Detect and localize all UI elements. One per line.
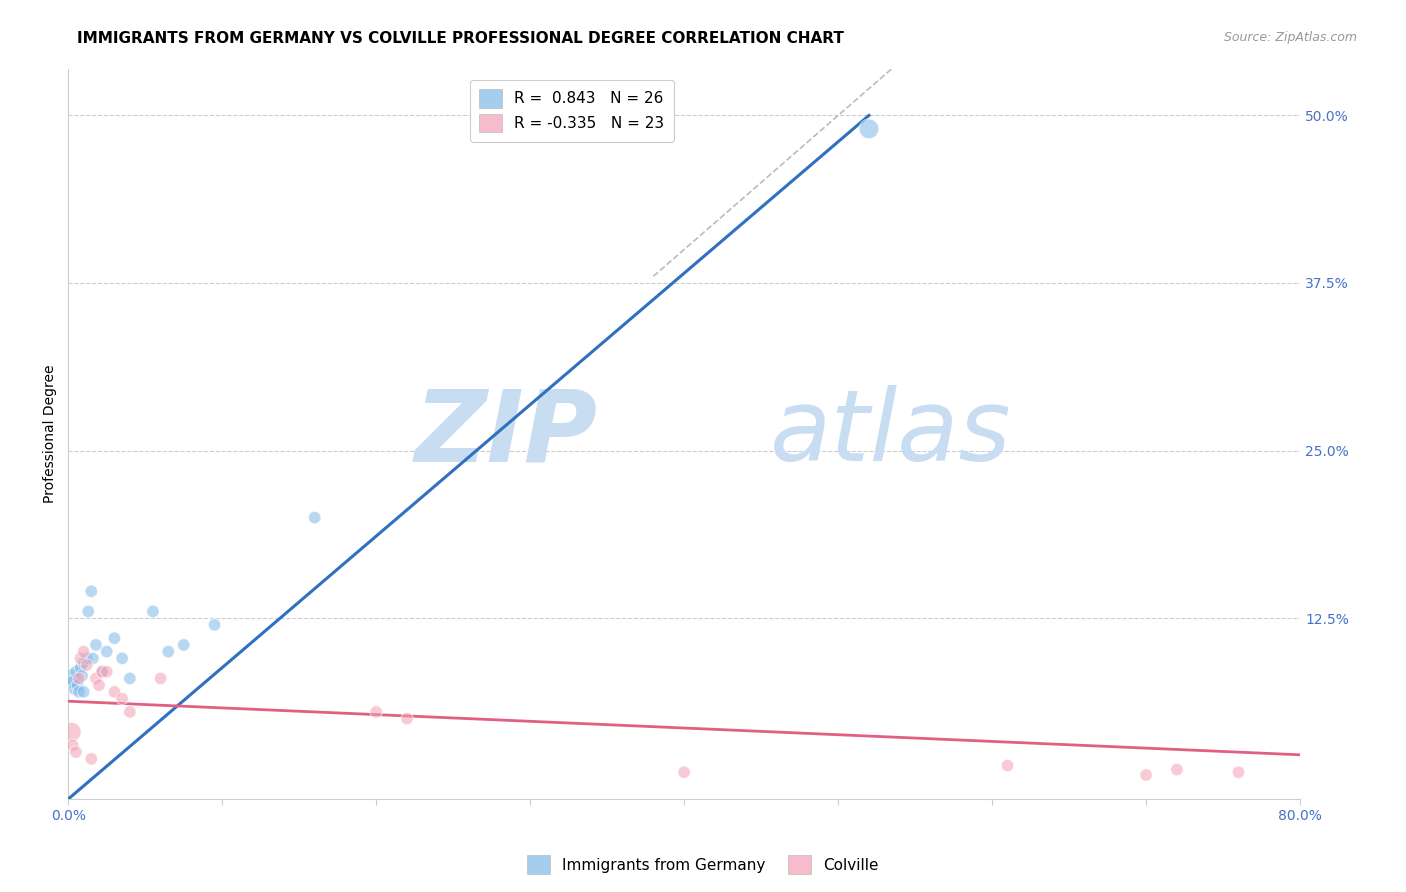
Point	[70, 669, 93, 683]
Point	[1166, 763, 1188, 777]
Point	[673, 765, 696, 780]
Text: atlas: atlas	[770, 385, 1012, 483]
Point	[63, 682, 86, 697]
Point	[65, 665, 87, 679]
Point	[80, 752, 103, 766]
Text: ZIP: ZIP	[415, 385, 598, 483]
Point	[84, 638, 107, 652]
Point	[91, 665, 114, 679]
Point	[69, 661, 91, 675]
Legend: Immigrants from Germany, Colville: Immigrants from Germany, Colville	[520, 849, 886, 880]
Text: Source: ZipAtlas.com: Source: ZipAtlas.com	[1223, 31, 1357, 45]
Point	[103, 631, 125, 645]
Point	[69, 651, 91, 665]
Point	[62, 739, 84, 753]
Point	[66, 678, 89, 692]
Point	[62, 674, 84, 689]
Point	[997, 758, 1019, 772]
Point	[72, 645, 94, 659]
Point	[76, 651, 98, 665]
Point	[395, 712, 418, 726]
Point	[103, 685, 125, 699]
Point	[60, 725, 83, 739]
Point	[77, 604, 100, 618]
Point	[173, 638, 195, 652]
Point	[111, 691, 134, 706]
Point	[96, 645, 118, 659]
Point	[87, 678, 110, 692]
Point	[149, 672, 172, 686]
Point	[60, 672, 83, 686]
Point	[67, 685, 90, 699]
Point	[142, 604, 165, 618]
Point	[304, 510, 326, 524]
Point	[157, 645, 180, 659]
Point	[111, 651, 134, 665]
Point	[858, 121, 880, 136]
Point	[1227, 765, 1250, 780]
Text: IMMIGRANTS FROM GERMANY VS COLVILLE PROFESSIONAL DEGREE CORRELATION CHART: IMMIGRANTS FROM GERMANY VS COLVILLE PROF…	[77, 31, 844, 46]
Point	[91, 665, 114, 679]
Point	[72, 685, 94, 699]
Point	[118, 672, 141, 686]
Point	[84, 672, 107, 686]
Point	[67, 672, 90, 686]
Y-axis label: Professional Degree: Professional Degree	[44, 365, 58, 503]
Point	[80, 584, 103, 599]
Point	[76, 658, 98, 673]
Point	[96, 665, 118, 679]
Point	[65, 745, 87, 759]
Point	[118, 705, 141, 719]
Point	[366, 705, 388, 719]
Point	[204, 617, 226, 632]
Point	[82, 651, 104, 665]
Point	[1135, 768, 1157, 782]
Legend: R =  0.843   N = 26, R = -0.335   N = 23: R = 0.843 N = 26, R = -0.335 N = 23	[470, 79, 673, 142]
Point	[72, 656, 94, 670]
